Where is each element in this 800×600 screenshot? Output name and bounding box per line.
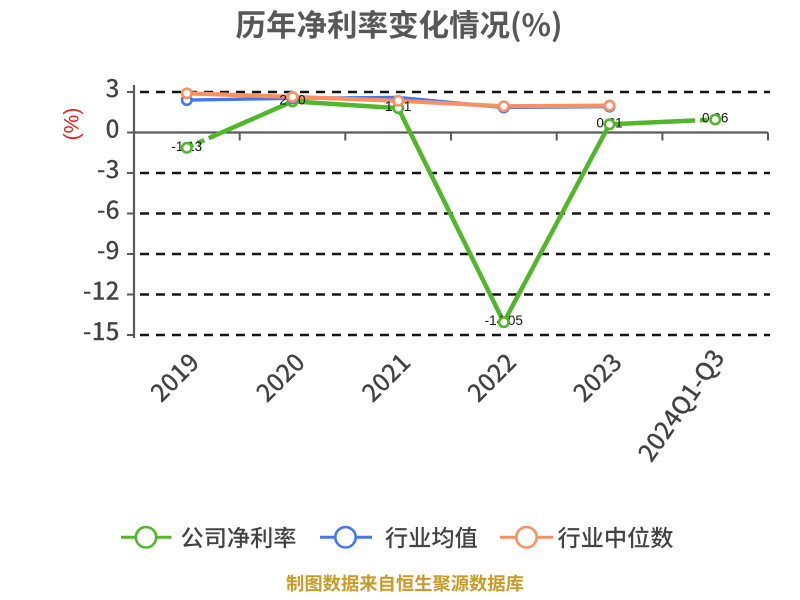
svg-text:(%): (%) bbox=[61, 108, 84, 141]
